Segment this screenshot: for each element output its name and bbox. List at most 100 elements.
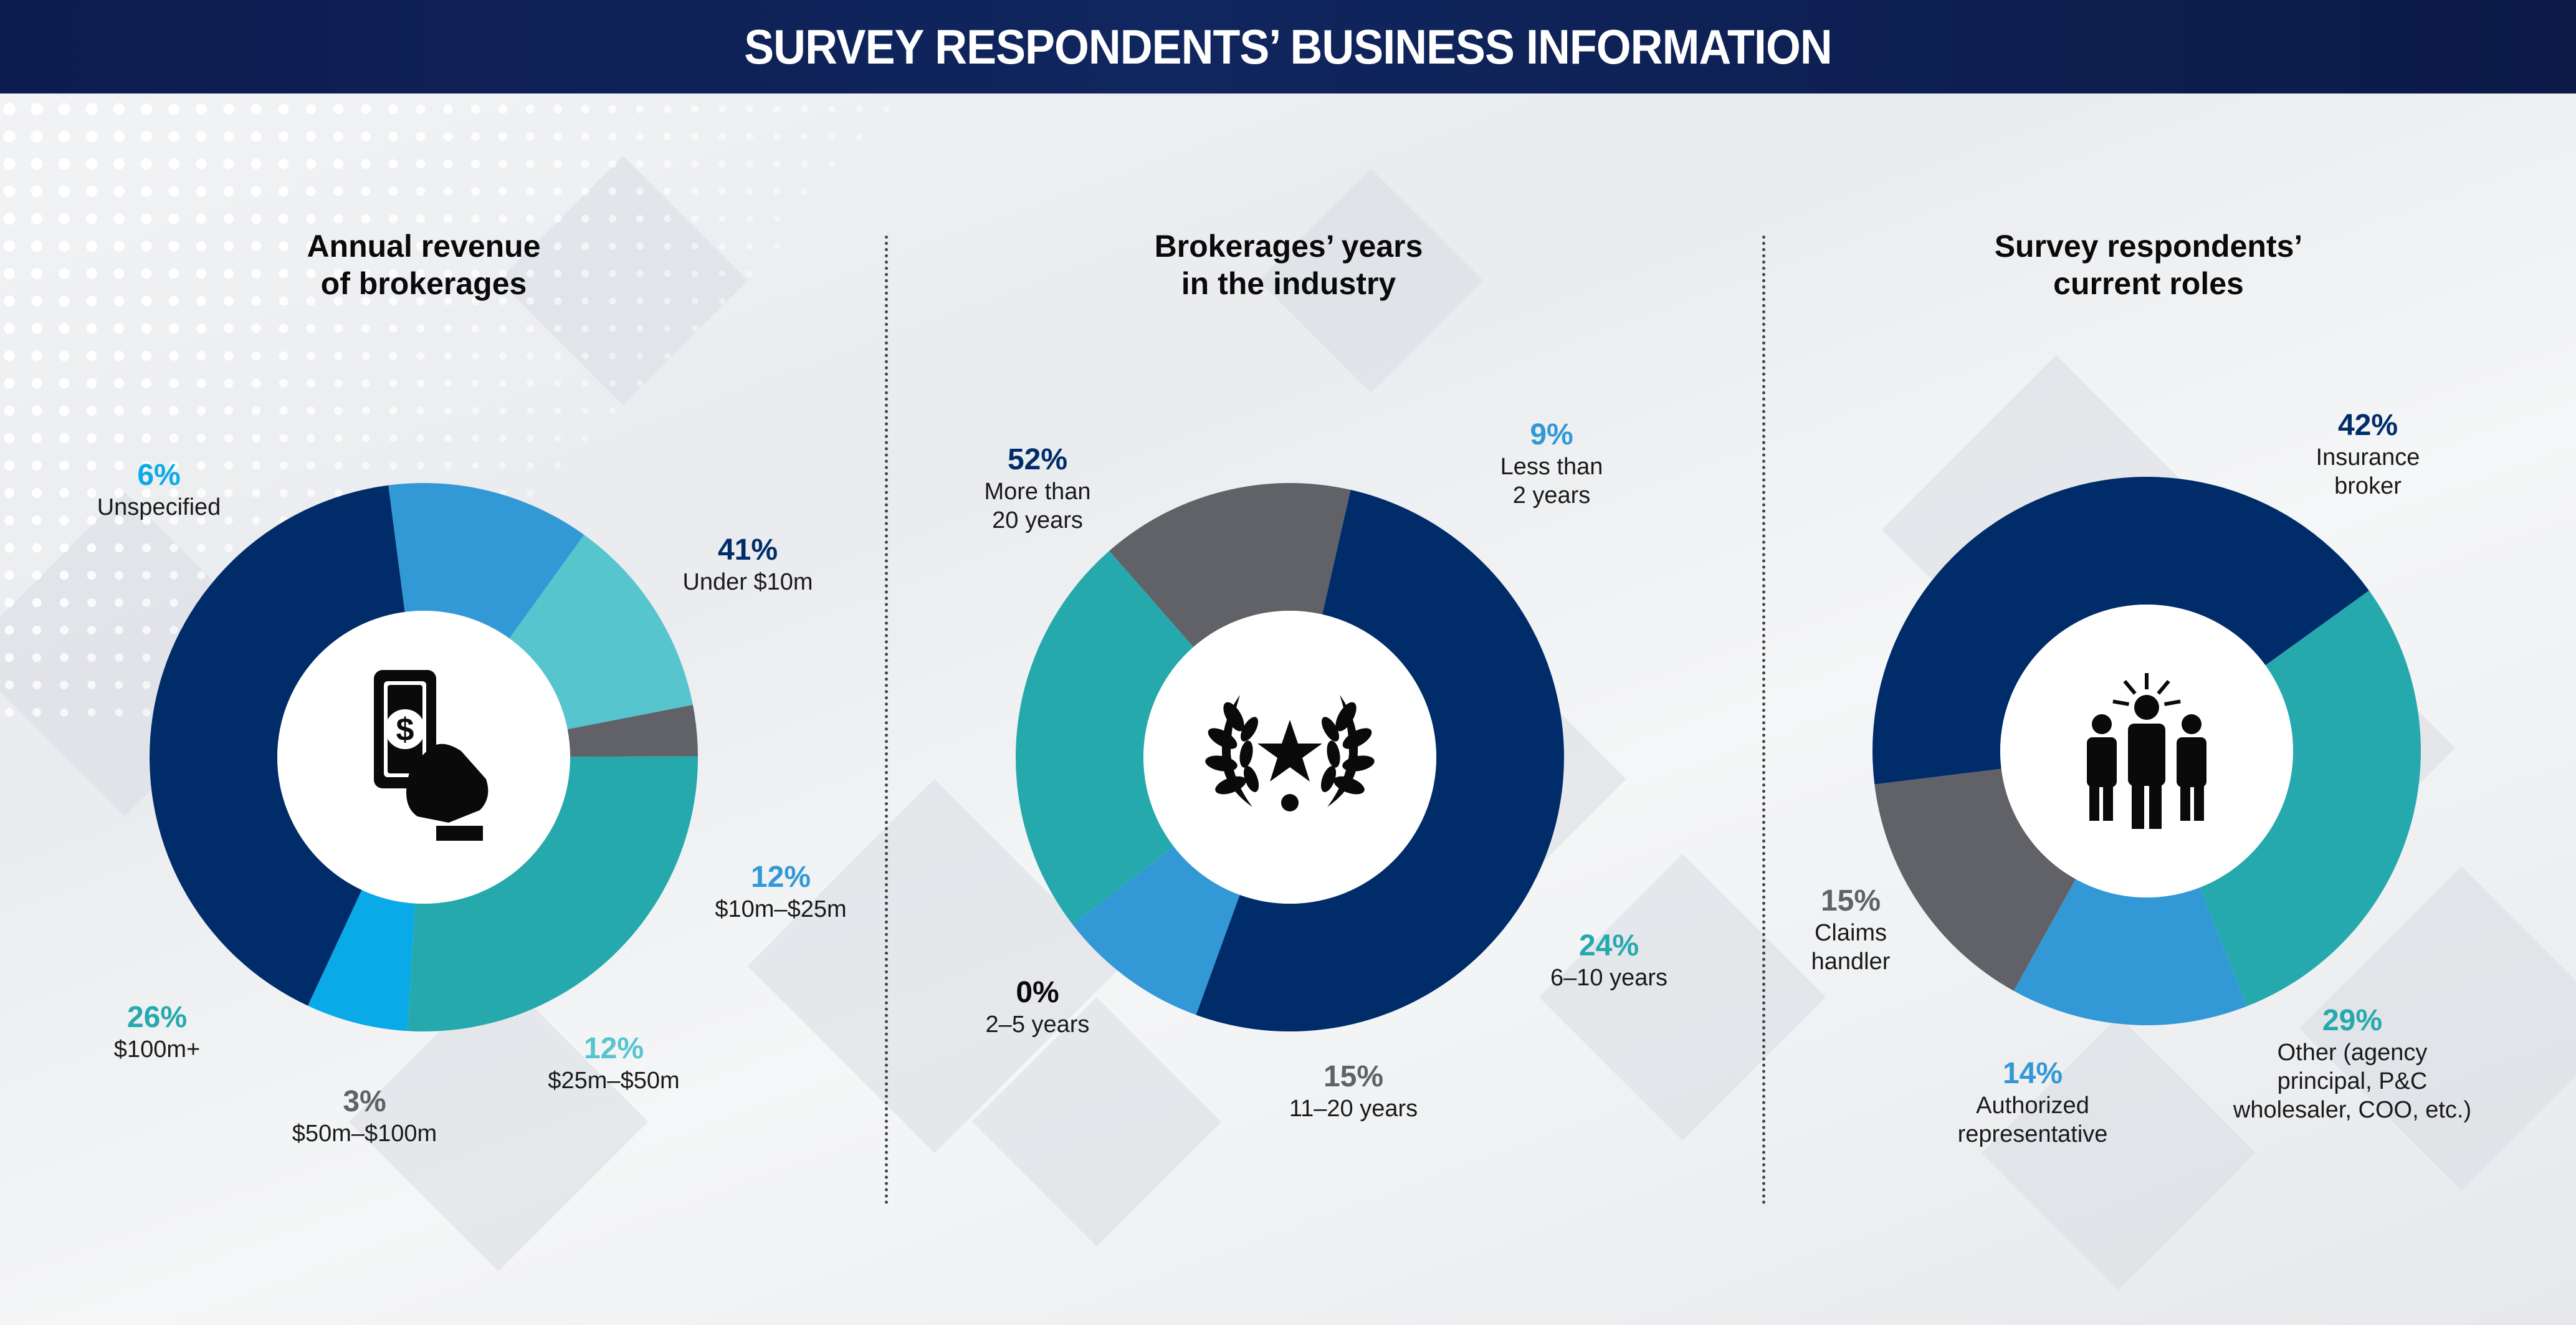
bg-dot bbox=[664, 270, 671, 277]
bg-dot bbox=[388, 104, 398, 114]
bg-dot bbox=[59, 295, 70, 307]
bg-dot bbox=[224, 433, 234, 443]
bg-dot bbox=[388, 241, 398, 251]
bg-dot bbox=[416, 324, 425, 333]
bg-dot bbox=[581, 380, 589, 387]
bg-dot bbox=[87, 488, 97, 498]
bg-dot bbox=[361, 241, 371, 251]
bg-dot bbox=[58, 185, 70, 198]
bg-dot bbox=[223, 158, 234, 170]
bg-dot bbox=[416, 297, 425, 305]
bg-dot bbox=[251, 351, 261, 361]
bg-dot bbox=[416, 159, 426, 169]
slice-category: $10m–$25m bbox=[715, 896, 847, 922]
bg-dot bbox=[252, 461, 260, 470]
bg-dot bbox=[59, 543, 69, 553]
bg-dot bbox=[526, 160, 535, 168]
bg-dot bbox=[169, 488, 179, 498]
bg-dot bbox=[113, 158, 125, 170]
bg-dot bbox=[443, 104, 453, 114]
bg-dot bbox=[416, 214, 426, 224]
bg-dot bbox=[5, 708, 14, 717]
divider-left bbox=[885, 236, 888, 1205]
bg-dot bbox=[141, 433, 151, 443]
bg-dot bbox=[196, 296, 206, 306]
laurel-star-icon bbox=[1205, 695, 1375, 811]
bg-dot bbox=[141, 241, 152, 252]
bg-dot bbox=[334, 406, 343, 415]
bg-dot bbox=[554, 434, 561, 442]
bg-dot bbox=[471, 324, 480, 333]
bg-dot bbox=[252, 516, 260, 525]
panel-title-line: Annual revenue bbox=[307, 229, 541, 264]
bg-dot bbox=[553, 214, 562, 223]
bg-dot bbox=[252, 489, 260, 497]
bg-dot bbox=[279, 406, 288, 415]
slice-category: $100m+ bbox=[113, 1036, 201, 1063]
donut-chart-years bbox=[1016, 482, 1565, 1032]
bg-dot bbox=[60, 681, 69, 689]
bg-dot bbox=[4, 323, 15, 334]
panel-title-years: Brokerages’ years in the industry bbox=[1008, 227, 1569, 302]
bg-dot bbox=[3, 185, 16, 198]
bg-dot bbox=[361, 159, 371, 169]
bg-dot bbox=[470, 159, 480, 169]
bg-dot bbox=[169, 571, 178, 580]
bg-dot bbox=[361, 186, 371, 196]
bg-dot bbox=[773, 242, 781, 250]
bg-dot bbox=[306, 351, 316, 361]
bg-dot bbox=[553, 269, 562, 278]
slice-pct: 41% bbox=[717, 533, 778, 567]
bg-dot bbox=[636, 297, 644, 305]
bg-dot bbox=[196, 158, 207, 170]
bg-dot bbox=[388, 186, 398, 196]
bg-dot bbox=[87, 543, 97, 553]
bg-dot bbox=[307, 489, 315, 497]
bg-dot bbox=[553, 187, 562, 196]
label-authorized-representative: 14% Authorized representative bbox=[1889, 1056, 2176, 1149]
bg-dot bbox=[196, 433, 206, 443]
bg-dot bbox=[472, 407, 479, 414]
slice-category: Authorized bbox=[1976, 1093, 2089, 1119]
bg-dot bbox=[581, 325, 589, 332]
bg-dot bbox=[553, 160, 562, 168]
bg-dot bbox=[609, 407, 616, 414]
bg-dot bbox=[361, 379, 370, 388]
bg-dot bbox=[168, 213, 179, 224]
bg-dot bbox=[113, 186, 125, 197]
bg-dot bbox=[883, 105, 890, 113]
bg-dot bbox=[31, 185, 43, 198]
slice-pct: 15% bbox=[1820, 884, 1881, 917]
label-claims-handler: 15% Claims handler bbox=[1707, 884, 1994, 976]
bg-dot bbox=[224, 406, 234, 416]
bg-dot bbox=[499, 242, 507, 251]
bg-dot bbox=[31, 240, 43, 252]
bg-dot bbox=[31, 103, 43, 115]
header-bar bbox=[0, 0, 2576, 93]
bg-dot bbox=[250, 213, 262, 224]
bg-dot bbox=[333, 241, 343, 251]
bg-dot bbox=[4, 405, 15, 416]
bg-dot bbox=[443, 159, 453, 169]
bg-dot bbox=[690, 105, 699, 113]
bg-dot bbox=[527, 380, 534, 387]
bg-dot bbox=[388, 269, 398, 279]
bg-dot bbox=[581, 187, 589, 196]
bg-dot bbox=[416, 104, 426, 114]
bg-dot bbox=[3, 158, 16, 170]
panel-title-line: Survey respondents’ bbox=[1994, 229, 2303, 264]
bg-dot bbox=[113, 130, 125, 143]
bg-dot bbox=[87, 681, 96, 689]
slice-category: Claims bbox=[1814, 920, 1887, 946]
bg-dot bbox=[279, 489, 288, 497]
bg-dot bbox=[773, 160, 781, 168]
bg-dot bbox=[196, 406, 206, 416]
slice-category: Less than bbox=[1500, 454, 1603, 480]
bg-dot bbox=[86, 268, 97, 279]
bg-dot bbox=[636, 215, 644, 222]
bg-dot bbox=[690, 132, 699, 141]
bg-dot bbox=[554, 380, 561, 387]
slice-category: representative bbox=[1957, 1121, 2108, 1147]
bg-dot bbox=[251, 241, 261, 251]
label-less-than-2-years: 9% Less than 2 years bbox=[1408, 418, 1695, 510]
